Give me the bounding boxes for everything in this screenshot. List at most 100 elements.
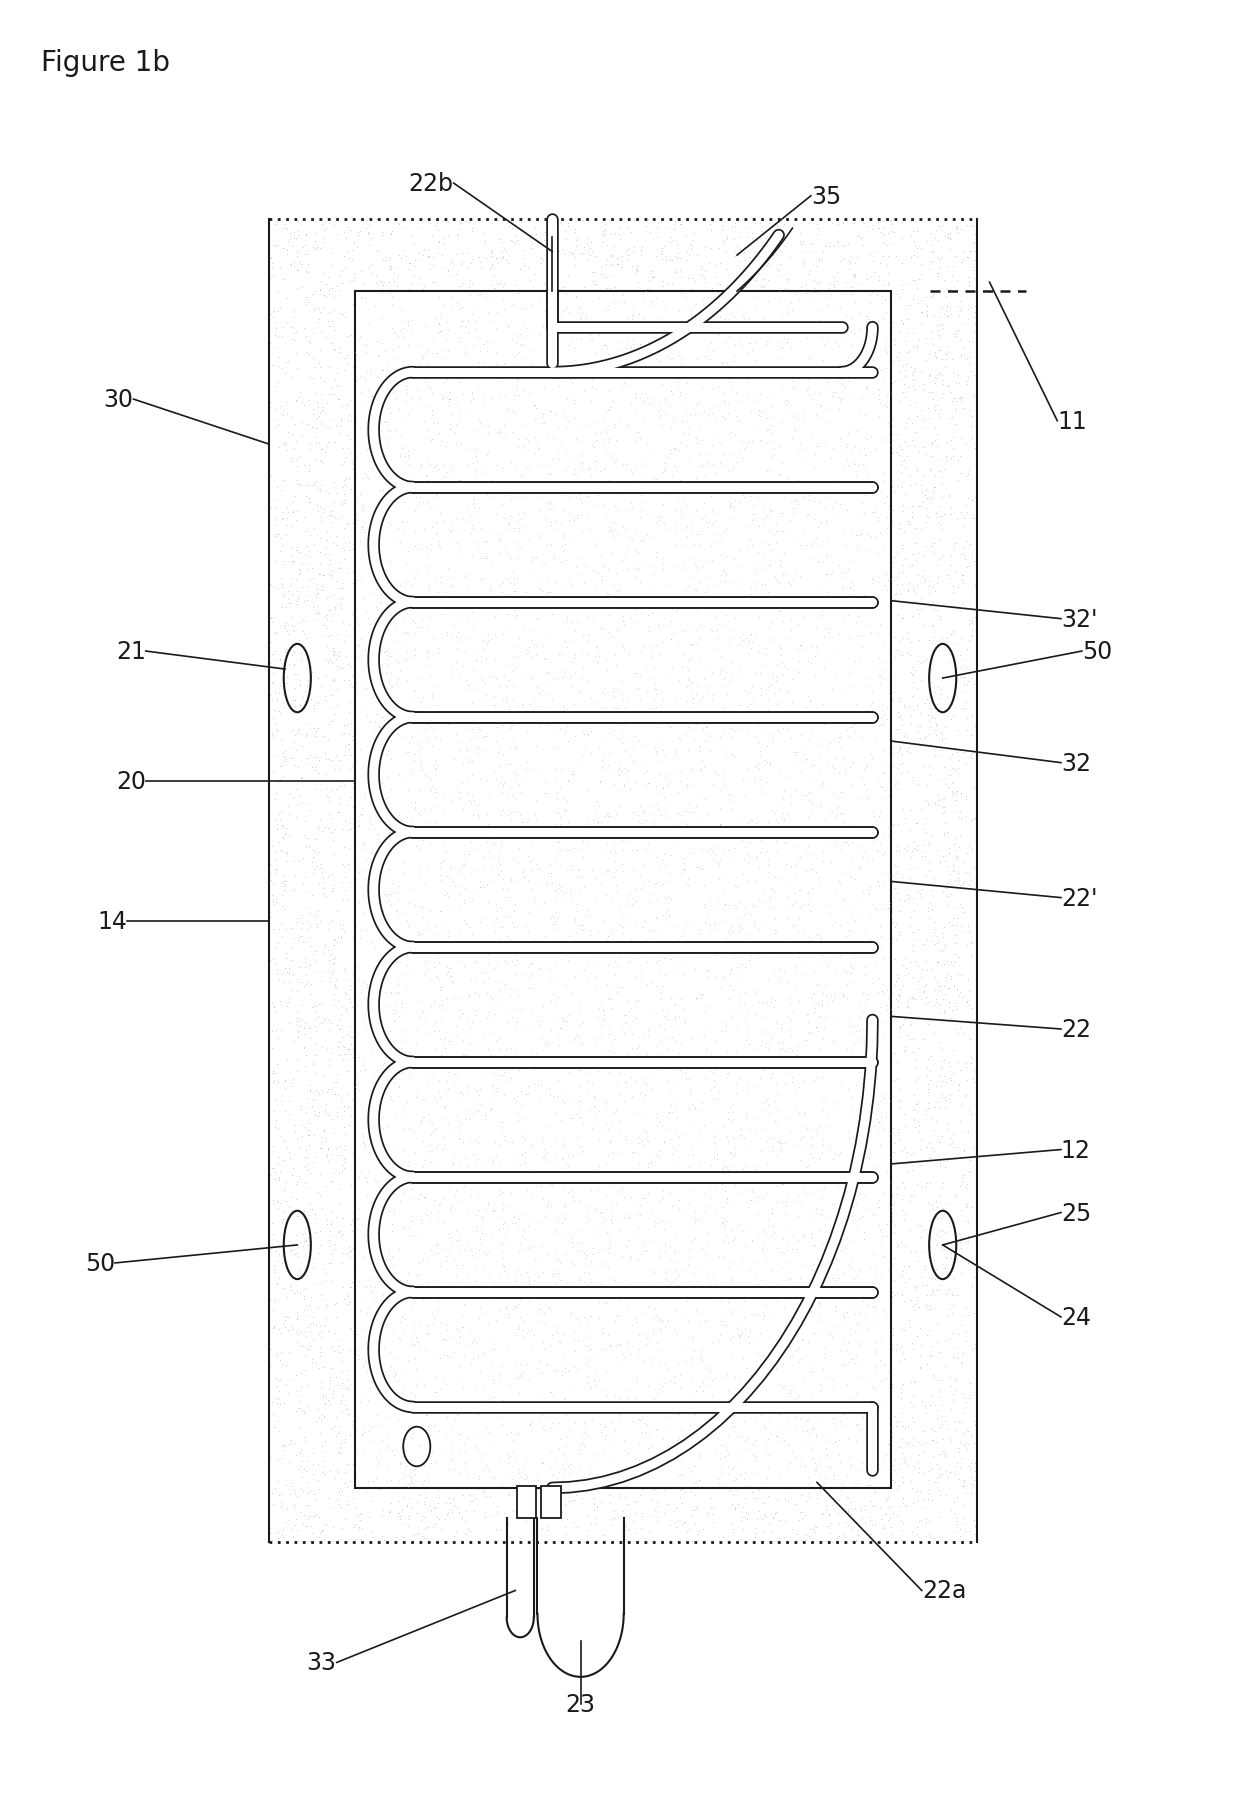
Point — [486, 1491, 506, 1520]
Point — [790, 634, 810, 663]
Point — [812, 1138, 832, 1167]
Point — [846, 287, 866, 316]
Point — [392, 997, 412, 1026]
Point — [433, 627, 453, 656]
Point — [823, 475, 843, 504]
Point — [866, 1328, 885, 1357]
Point — [784, 849, 804, 878]
Point — [749, 396, 769, 425]
Point — [949, 864, 968, 893]
Point — [461, 929, 481, 958]
Point — [740, 663, 760, 692]
Point — [846, 1341, 866, 1370]
Point — [843, 914, 863, 943]
Point — [904, 576, 924, 605]
Point — [440, 461, 460, 490]
Point — [761, 589, 781, 618]
Point — [947, 1019, 967, 1048]
Point — [316, 645, 336, 674]
Point — [732, 1505, 751, 1534]
Point — [291, 1435, 311, 1464]
Point — [557, 1520, 577, 1549]
Point — [484, 517, 503, 546]
Point — [548, 978, 568, 1006]
Point — [392, 893, 412, 922]
Point — [370, 871, 389, 900]
Point — [681, 345, 701, 374]
Point — [516, 623, 536, 652]
Point — [691, 737, 711, 766]
Point — [605, 878, 625, 907]
Point — [815, 1211, 835, 1240]
Point — [839, 423, 859, 452]
Point — [482, 1198, 502, 1227]
Point — [960, 432, 980, 461]
Point — [497, 345, 517, 374]
Point — [769, 1256, 789, 1285]
Point — [816, 580, 836, 609]
Point — [618, 555, 637, 584]
Point — [867, 1106, 887, 1135]
Point — [326, 1422, 346, 1451]
Point — [533, 1328, 553, 1357]
Point — [383, 379, 403, 408]
Point — [786, 791, 806, 820]
Point — [670, 566, 689, 595]
Point — [577, 1035, 596, 1064]
Point — [513, 548, 533, 576]
Point — [910, 1151, 930, 1180]
Point — [718, 1453, 738, 1482]
Point — [319, 280, 339, 309]
Point — [804, 1196, 823, 1225]
Point — [278, 576, 298, 605]
Point — [316, 1290, 336, 1319]
Point — [832, 558, 852, 587]
Point — [502, 495, 522, 524]
Point — [371, 515, 391, 544]
Point — [527, 566, 547, 595]
Point — [656, 660, 676, 688]
Point — [806, 1395, 826, 1424]
Point — [397, 311, 417, 340]
Point — [691, 734, 711, 763]
Point — [848, 744, 868, 773]
Point — [616, 334, 636, 363]
Point — [352, 757, 372, 786]
Point — [631, 1240, 651, 1269]
Point — [858, 332, 878, 361]
Point — [748, 1353, 768, 1382]
Point — [930, 847, 950, 876]
Point — [489, 1467, 508, 1496]
Point — [559, 773, 579, 802]
Point — [631, 739, 651, 768]
Point — [264, 1153, 284, 1182]
Point — [875, 376, 895, 405]
Point — [324, 640, 343, 669]
Point — [722, 1166, 742, 1194]
Point — [560, 985, 580, 1014]
Point — [352, 513, 372, 542]
Point — [645, 641, 665, 670]
Point — [357, 435, 377, 464]
Point — [386, 1353, 405, 1382]
Point — [585, 898, 605, 927]
Point — [957, 484, 977, 513]
Point — [396, 1462, 415, 1491]
Point — [429, 374, 449, 403]
Point — [966, 1212, 986, 1241]
Point — [925, 741, 945, 770]
Point — [589, 1099, 609, 1128]
Point — [887, 1180, 906, 1209]
Point — [315, 1390, 335, 1418]
Point — [699, 911, 719, 940]
Point — [557, 457, 577, 486]
Point — [470, 338, 490, 367]
Point — [388, 1402, 408, 1431]
Point — [604, 571, 624, 600]
Point — [626, 1005, 646, 1034]
Point — [510, 645, 529, 674]
Point — [934, 1236, 954, 1265]
Point — [813, 772, 833, 801]
Point — [753, 1341, 773, 1370]
Point — [759, 1115, 779, 1144]
